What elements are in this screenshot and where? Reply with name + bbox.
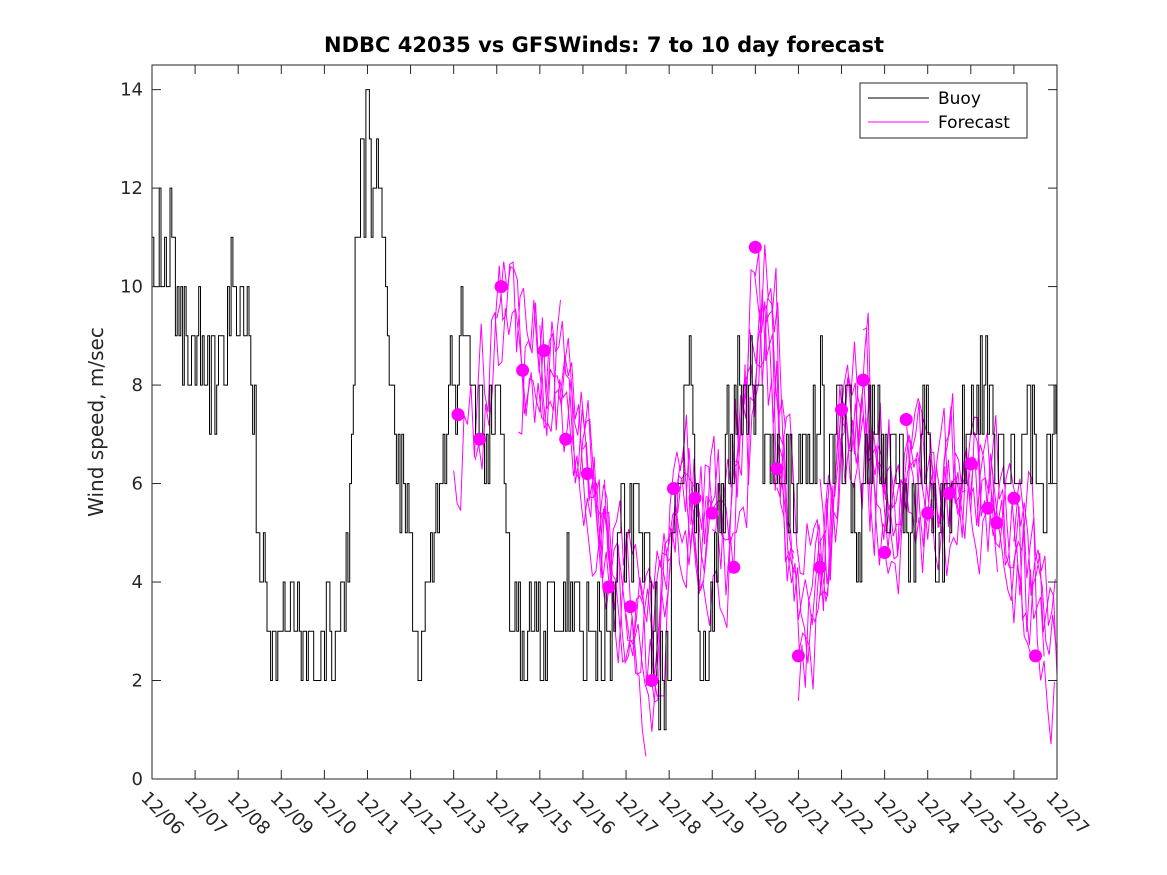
y-tick-label: 8 xyxy=(132,375,143,396)
buoy-line xyxy=(151,89,1057,731)
y-tick-label: 2 xyxy=(132,671,143,692)
forecast-point xyxy=(451,408,465,422)
forecast-point xyxy=(580,467,594,481)
forecast-point xyxy=(727,560,741,574)
forecast-point xyxy=(516,363,530,377)
forecast-line xyxy=(948,444,1057,655)
forecast-point xyxy=(537,344,551,358)
y-tick-label: 4 xyxy=(132,572,143,593)
forecast-line xyxy=(496,261,615,588)
forecast-point xyxy=(705,506,719,520)
forecast-point xyxy=(473,432,486,446)
forecast-point xyxy=(748,240,762,254)
forecast-point xyxy=(835,403,848,417)
forecast-point xyxy=(813,560,827,574)
forecast-line xyxy=(560,355,707,678)
plot-frame xyxy=(151,64,1058,780)
forecast-line xyxy=(862,327,998,573)
legend-forecast-label: Forecast xyxy=(938,113,1010,133)
forecast-point xyxy=(921,506,935,520)
y-axis-label: Wind speed, m/sec xyxy=(84,327,108,517)
legend-box xyxy=(859,82,1028,139)
forecast-point xyxy=(645,674,659,687)
y-tick-label: 10 xyxy=(120,277,143,298)
forecast-point xyxy=(878,546,892,559)
forecast-line xyxy=(539,325,672,664)
forecast-point xyxy=(770,462,784,476)
y-tick-label: 14 xyxy=(120,80,143,101)
forecast-point xyxy=(856,373,870,387)
y-tick-label: 12 xyxy=(120,178,143,199)
y-tick-label: 6 xyxy=(132,474,143,495)
forecast-line xyxy=(991,463,1055,745)
forecast-point xyxy=(1029,649,1042,663)
forecast-line xyxy=(582,441,691,732)
forecast-point xyxy=(964,457,978,471)
y-tick-label: 0 xyxy=(132,769,143,790)
series-layer xyxy=(151,89,1058,757)
forecast-point xyxy=(494,280,508,294)
forecast-point xyxy=(899,413,913,426)
forecast-point xyxy=(623,600,637,614)
forecast-line xyxy=(1013,499,1056,626)
forecast-point xyxy=(602,580,616,594)
legend: Buoy Forecast xyxy=(859,82,1028,139)
forecast-point xyxy=(990,516,1004,530)
forecast-point xyxy=(791,649,805,663)
forecast-point xyxy=(942,486,956,500)
forecast-line xyxy=(927,459,1032,657)
forecast-point xyxy=(688,491,702,505)
chart-title: NDBC 42035 vs GFSWinds: 7 to 10 day fore… xyxy=(324,33,884,57)
forecast-point xyxy=(1007,491,1021,505)
forecast-point xyxy=(559,432,573,446)
forecast-point xyxy=(981,501,995,515)
forecast-point xyxy=(667,482,680,495)
legend-buoy-label: Buoy xyxy=(938,89,981,109)
forecast-line xyxy=(518,302,647,757)
